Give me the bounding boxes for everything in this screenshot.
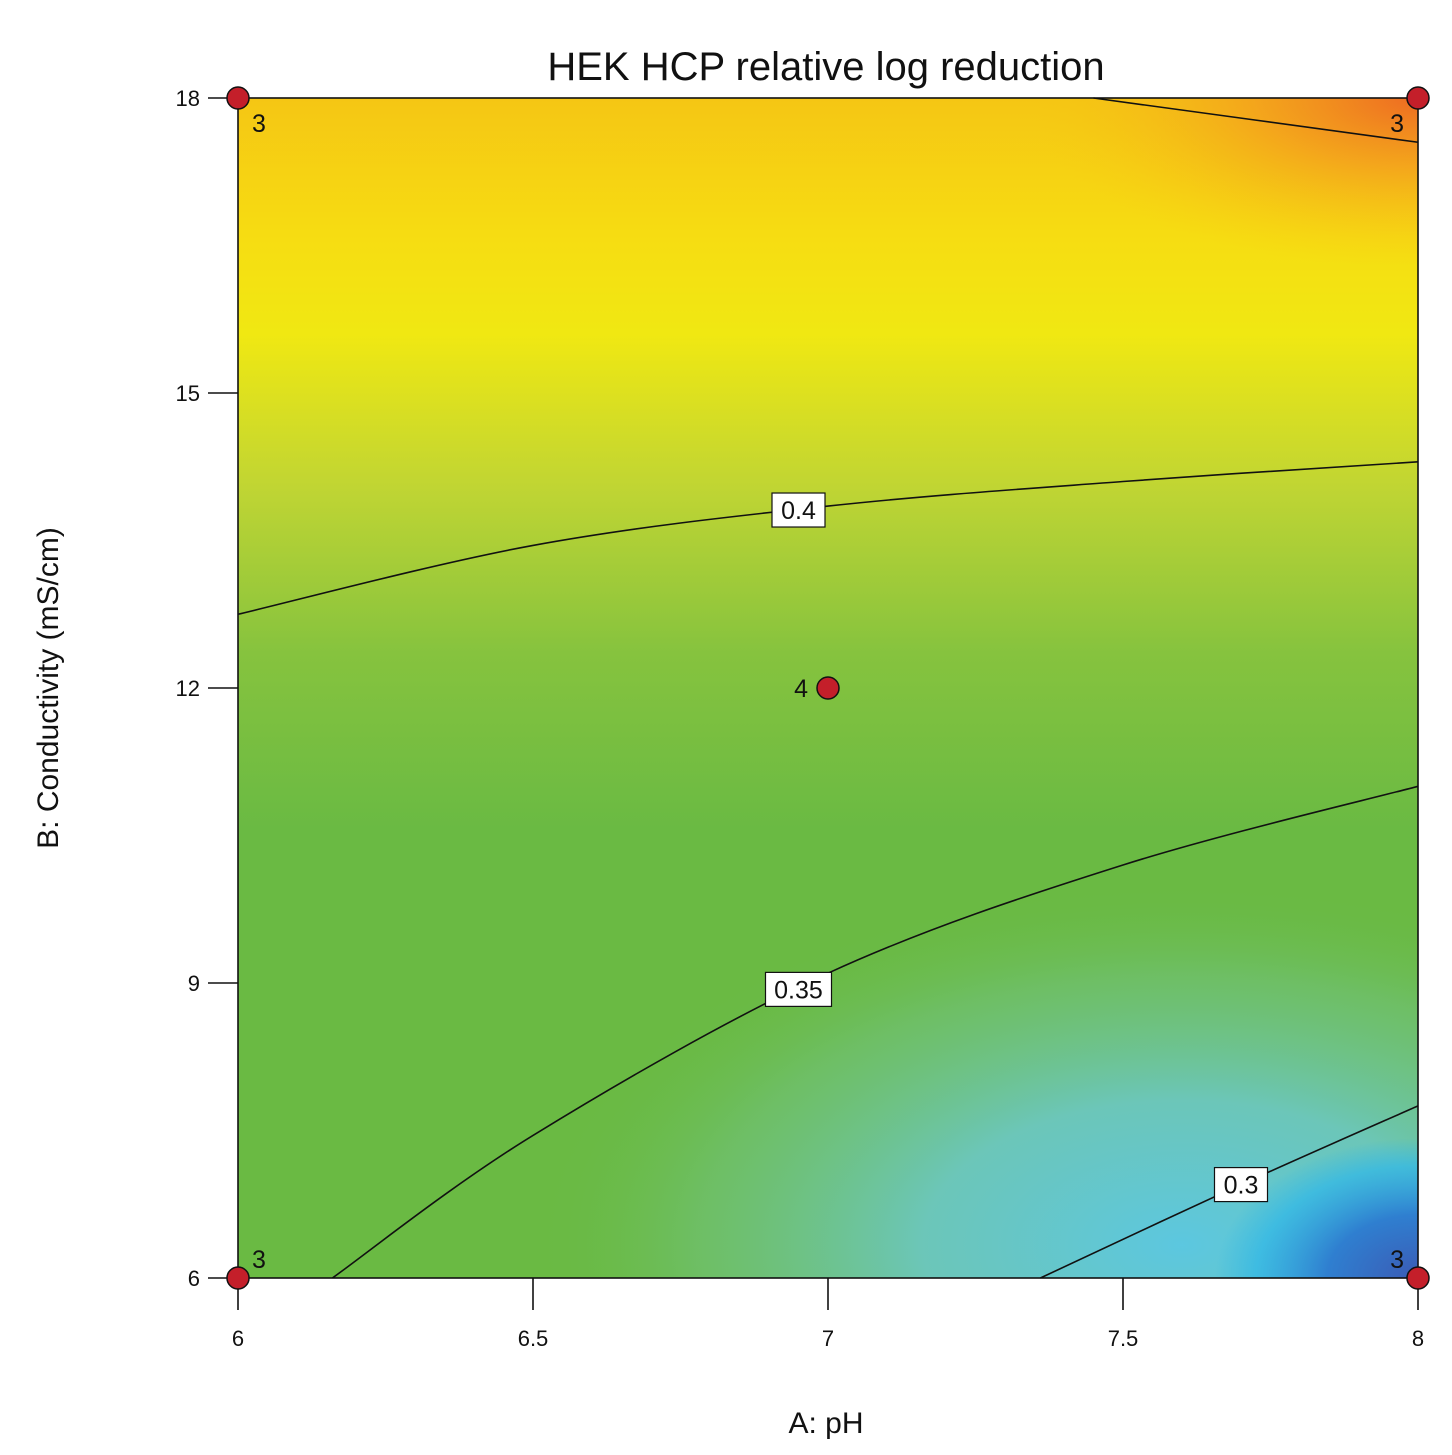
design-point bbox=[1406, 1266, 1430, 1290]
x-axis: 6 6.5 7 7.5 8 bbox=[232, 1278, 1424, 1351]
surface-min-region bbox=[838, 878, 1418, 1278]
y-axis: 6 9 12 15 18 bbox=[176, 86, 238, 1291]
design-point bbox=[226, 1266, 250, 1290]
run-count-label: 3 bbox=[1390, 1246, 1404, 1274]
y-tick-label: 12 bbox=[176, 676, 200, 701]
y-tick-label: 15 bbox=[176, 381, 200, 406]
heatmap-surface bbox=[238, 98, 1418, 1278]
run-count-label: 4 bbox=[794, 675, 808, 703]
y-tick-label: 6 bbox=[188, 1266, 200, 1291]
run-count-label: 3 bbox=[252, 110, 266, 138]
contour-label: 0.4 bbox=[781, 497, 816, 525]
contour-label-box bbox=[1213, 1166, 1269, 1203]
x-tick-label: 6 bbox=[232, 1326, 244, 1351]
x-axis-label: A: pH bbox=[788, 1407, 863, 1440]
x-tick-label: 7 bbox=[822, 1326, 834, 1351]
y-axis-label: B: Conductivity (mS/cm) bbox=[32, 527, 65, 849]
x-tick-label: 6.5 bbox=[518, 1326, 549, 1351]
contour-label: 0.35 bbox=[774, 976, 823, 1004]
design-point bbox=[1406, 86, 1430, 110]
x-tick-label: 8 bbox=[1412, 1326, 1424, 1351]
y-tick-label: 18 bbox=[176, 86, 200, 111]
x-tick-label: 7.5 bbox=[1108, 1326, 1139, 1351]
chart-title: HEK HCP relative log reduction bbox=[547, 45, 1104, 89]
contour-line bbox=[237, 461, 1419, 616]
contour-label: 0.3 bbox=[1224, 1172, 1259, 1200]
design-point bbox=[816, 676, 840, 700]
contour-label-box bbox=[764, 971, 833, 1007]
contour-label-box bbox=[771, 492, 826, 528]
surface-max-region bbox=[638, 98, 1418, 438]
contour-line bbox=[1093, 97, 1419, 144]
contour-lines: 0.4 0.35 0.3 bbox=[237, 97, 1419, 1279]
y-tick-label: 9 bbox=[188, 971, 200, 996]
run-count-label: 3 bbox=[252, 1246, 266, 1274]
design-points: 3 3 4 3 3 bbox=[226, 86, 1430, 1290]
design-point bbox=[226, 86, 250, 110]
run-count-label: 3 bbox=[1390, 110, 1404, 138]
